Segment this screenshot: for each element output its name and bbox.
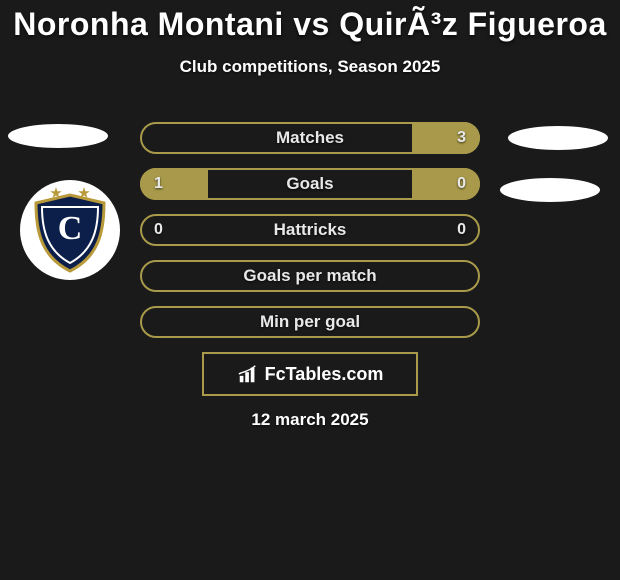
stat-value-right: 0 [457,214,466,246]
club-left-logo: C [20,180,120,280]
stat-label: Goals per match [140,260,480,292]
stat-label: Min per goal [140,306,480,338]
page-subtitle: Club competitions, Season 2025 [0,57,620,77]
club-right-logo-placeholder [500,178,600,202]
stat-row: Matches3 [140,122,480,154]
stats-comparison: Matches3Goals10Hattricks00Goals per matc… [140,122,480,352]
stat-label: Hattricks [140,214,480,246]
stat-label: Matches [140,122,480,154]
stat-row: Min per goal [140,306,480,338]
stat-label: Goals [140,168,480,200]
stat-value-right: 0 [457,168,466,200]
stat-row: Goals per match [140,260,480,292]
brand-text: FcTables.com [265,364,384,385]
snapshot-date: 12 march 2025 [0,410,620,430]
svg-text:C: C [58,210,83,247]
shield-icon: C [30,193,110,273]
page-title: Noronha Montani vs QuirÃ³z Figueroa [0,0,620,43]
stat-value-right: 3 [457,122,466,154]
stat-value-left: 0 [154,214,163,246]
player-right-avatar-placeholder [508,126,608,150]
stat-row: Goals1 0 [140,168,480,200]
stat-value-left: 1 [154,168,163,200]
bar-chart-icon [237,363,259,385]
player-left-avatar-placeholder [8,124,108,148]
brand-watermark: FcTables.com [202,352,418,396]
stat-row: Hattricks0 0 [140,214,480,246]
